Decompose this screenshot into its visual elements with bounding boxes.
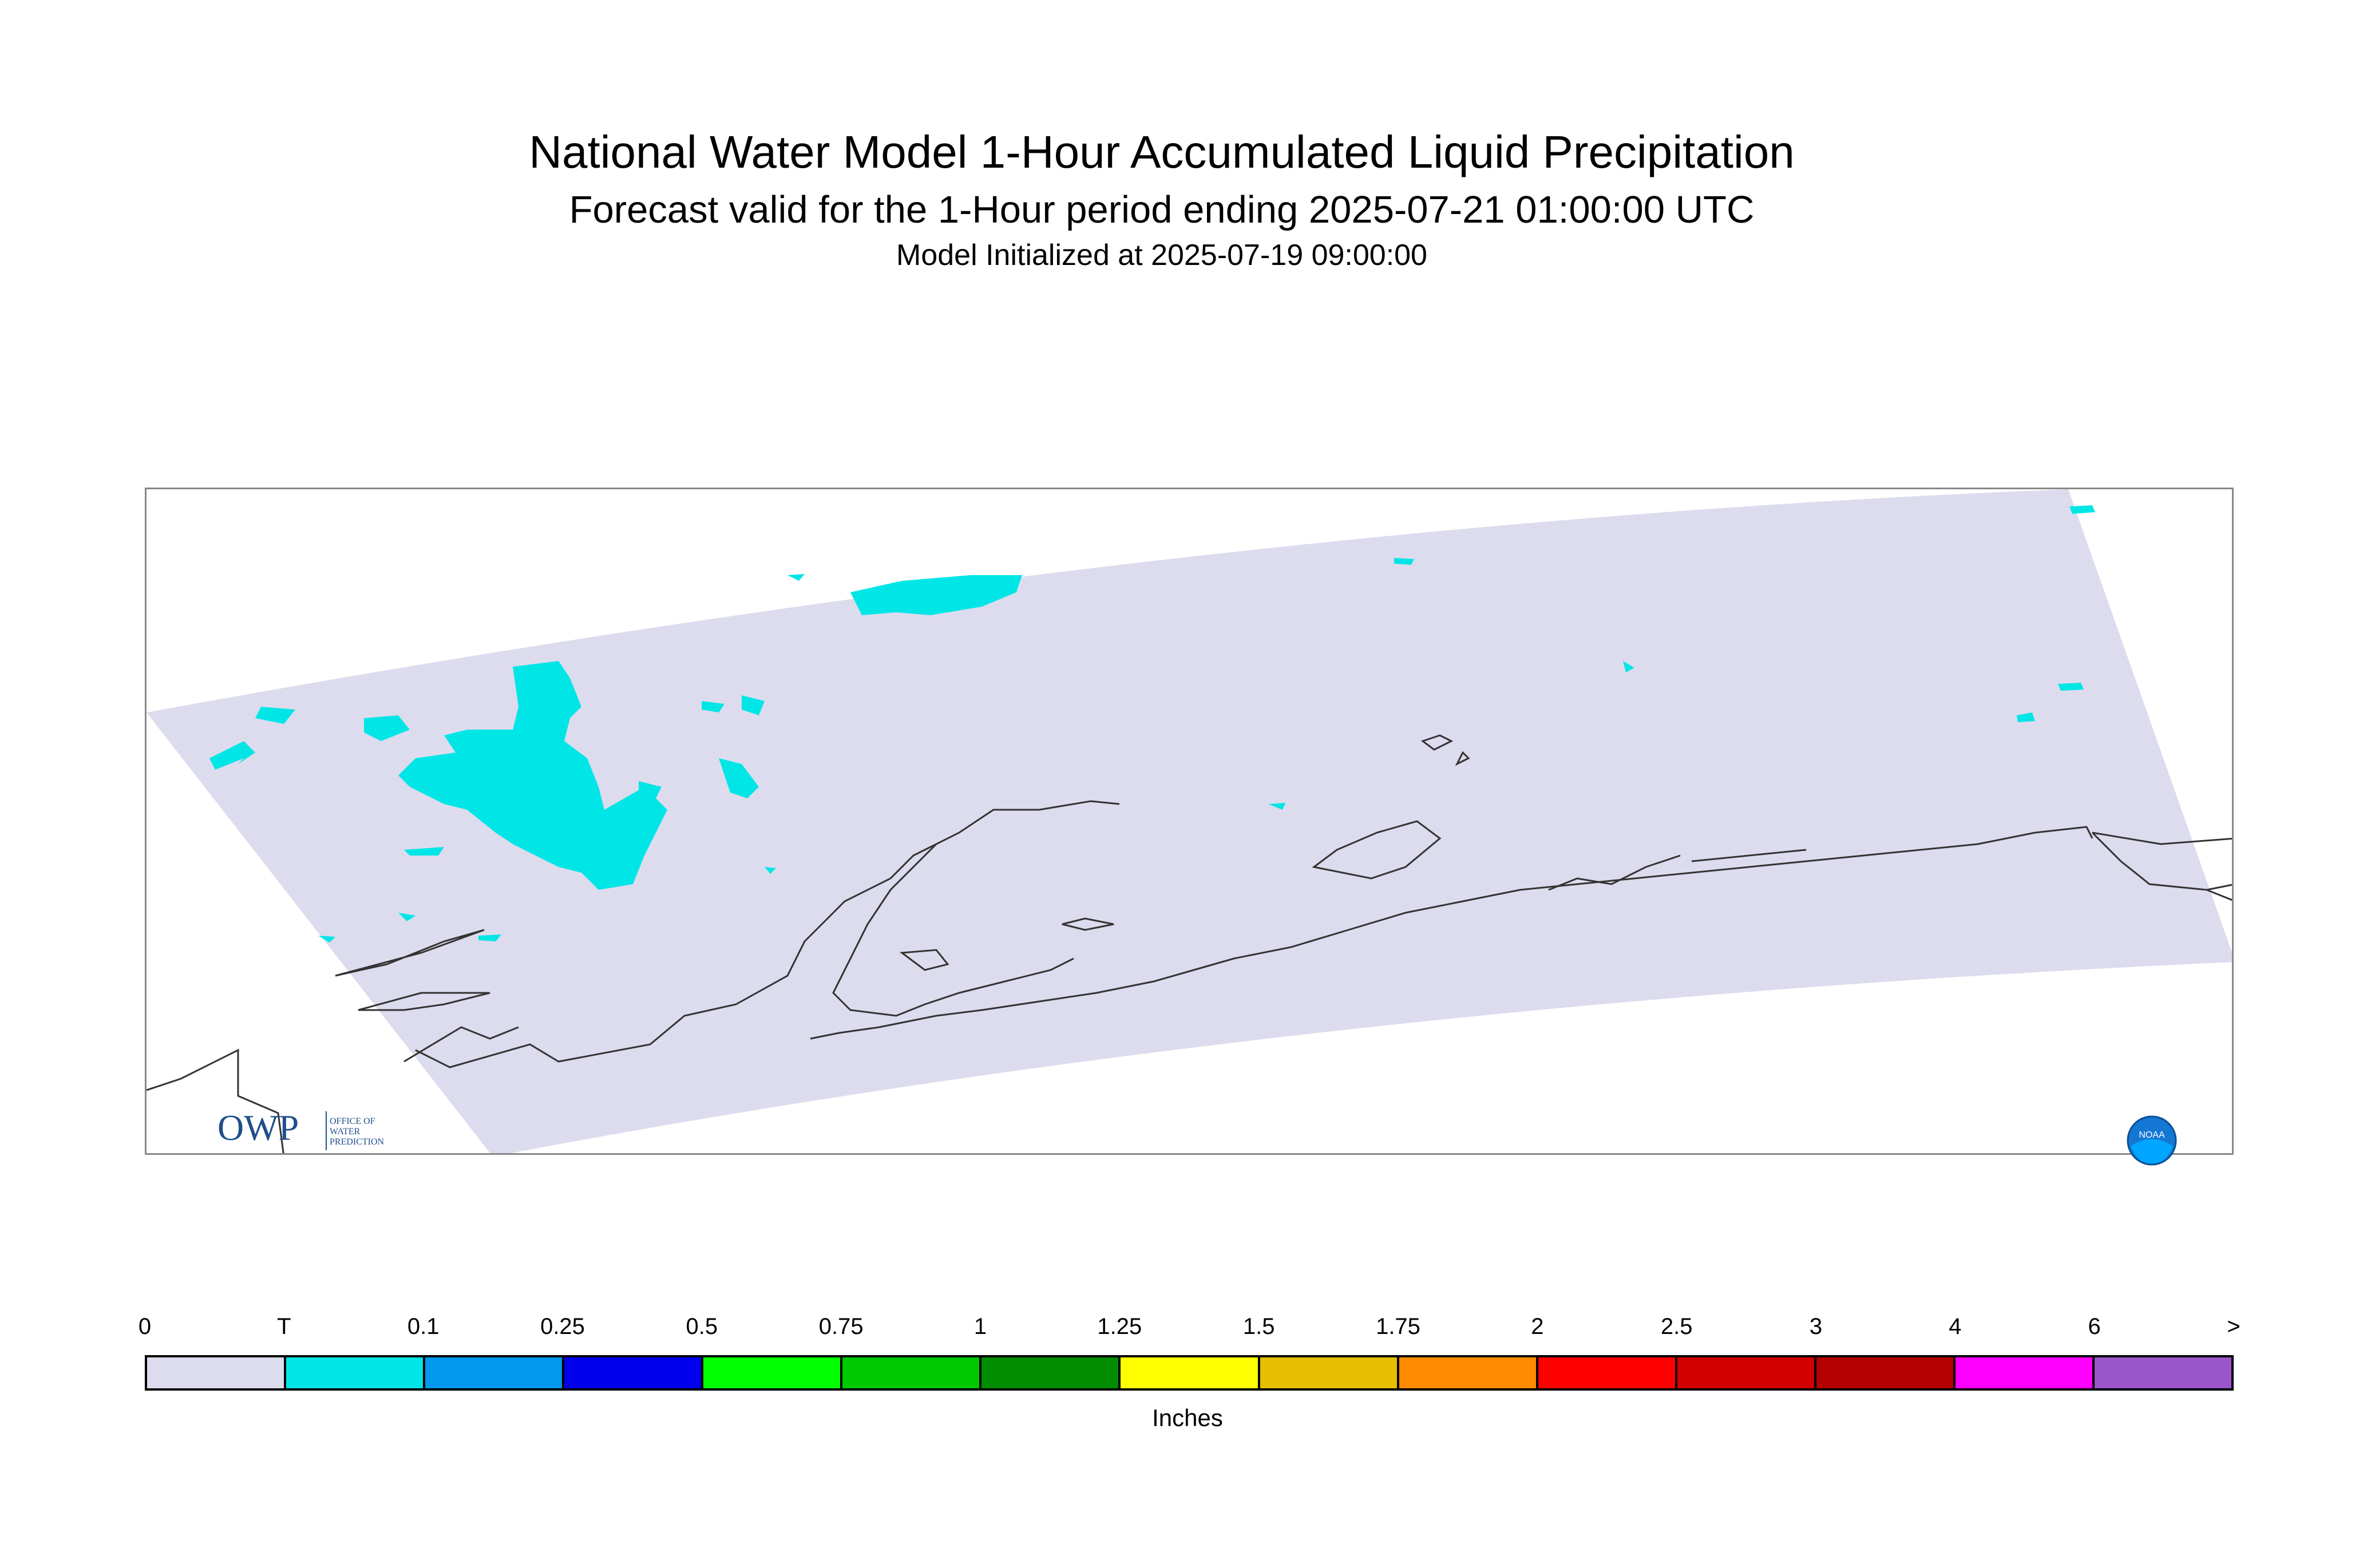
colorbar-tick-label: 2: [1531, 1314, 1544, 1339]
colorbar-units: Inches: [1152, 1404, 1223, 1431]
map-init-time: Model Initialized at 2025-07-19 09:00:00: [896, 239, 1427, 272]
colorbar-tick-label: 2.5: [1660, 1314, 1693, 1339]
colorbar-tick-label: 1: [973, 1314, 987, 1339]
colorbar-tick-label: T: [277, 1314, 291, 1339]
owp-logo-text: OWP: [217, 1107, 299, 1148]
colorbar-tick-label: 4: [1949, 1314, 1962, 1339]
map-canvas: [147, 489, 2232, 1153]
colorbar-segment: [286, 1357, 426, 1388]
colorbar-segment: [564, 1357, 704, 1388]
colorbar-tick-label: 6: [2088, 1314, 2101, 1339]
colorbar-tick-label: 0.1: [407, 1314, 440, 1339]
map-panel: [145, 488, 2234, 1155]
colorbar-tick-label: 1.25: [1097, 1314, 1142, 1339]
map-subtitle: Forecast valid for the 1-Hour period end…: [569, 188, 1755, 231]
colorbar-tick-label: 0.25: [540, 1314, 585, 1339]
colorbar-segment: [1955, 1357, 2095, 1388]
svg-text:WATER: WATER: [330, 1127, 361, 1137]
colorbar-tick-label: 0: [138, 1314, 152, 1339]
colorbar-segment: [981, 1357, 1121, 1388]
colorbar-segment: [1121, 1357, 1260, 1388]
colorbar-segment: [2094, 1357, 2231, 1388]
colorbar: [145, 1355, 2234, 1391]
noaa-logo-text: NOAA: [2139, 1130, 2165, 1140]
colorbar-tick-label: 0.75: [818, 1314, 864, 1339]
trace-precipitation: [209, 505, 2095, 943]
colorbar-segment: [1816, 1357, 1956, 1388]
owp-logo: OWP OFFICE OF WATER PREDICTION: [217, 1107, 385, 1150]
colorbar-segment: [1677, 1357, 1816, 1388]
colorbar-segment: [147, 1357, 287, 1388]
noaa-logo: NOAA: [2127, 1115, 2177, 1166]
colorbar-tick-label: 1.75: [1376, 1314, 1420, 1339]
svg-text:PREDICTION: PREDICTION: [330, 1137, 385, 1147]
colorbar-segment: [1260, 1357, 1399, 1388]
colorbar-tick-label: >: [2227, 1314, 2241, 1339]
coastlines: [147, 734, 2232, 1153]
colorbar-tick-label: 1.5: [1242, 1314, 1275, 1339]
colorbar-segment: [842, 1357, 982, 1388]
colorbar-segment: [703, 1357, 843, 1388]
colorbar-segment: [425, 1357, 565, 1388]
model-domain: [147, 489, 2232, 1153]
colorbar-segment: [1399, 1357, 1538, 1388]
colorbar-segment: [1538, 1357, 1677, 1388]
colorbar-tick-label: 0.5: [686, 1314, 718, 1339]
map-title: National Water Model 1-Hour Accumulated …: [529, 126, 1795, 177]
svg-text:OFFICE OF: OFFICE OF: [330, 1116, 375, 1126]
colorbar-tick-label: 3: [1809, 1314, 1823, 1339]
